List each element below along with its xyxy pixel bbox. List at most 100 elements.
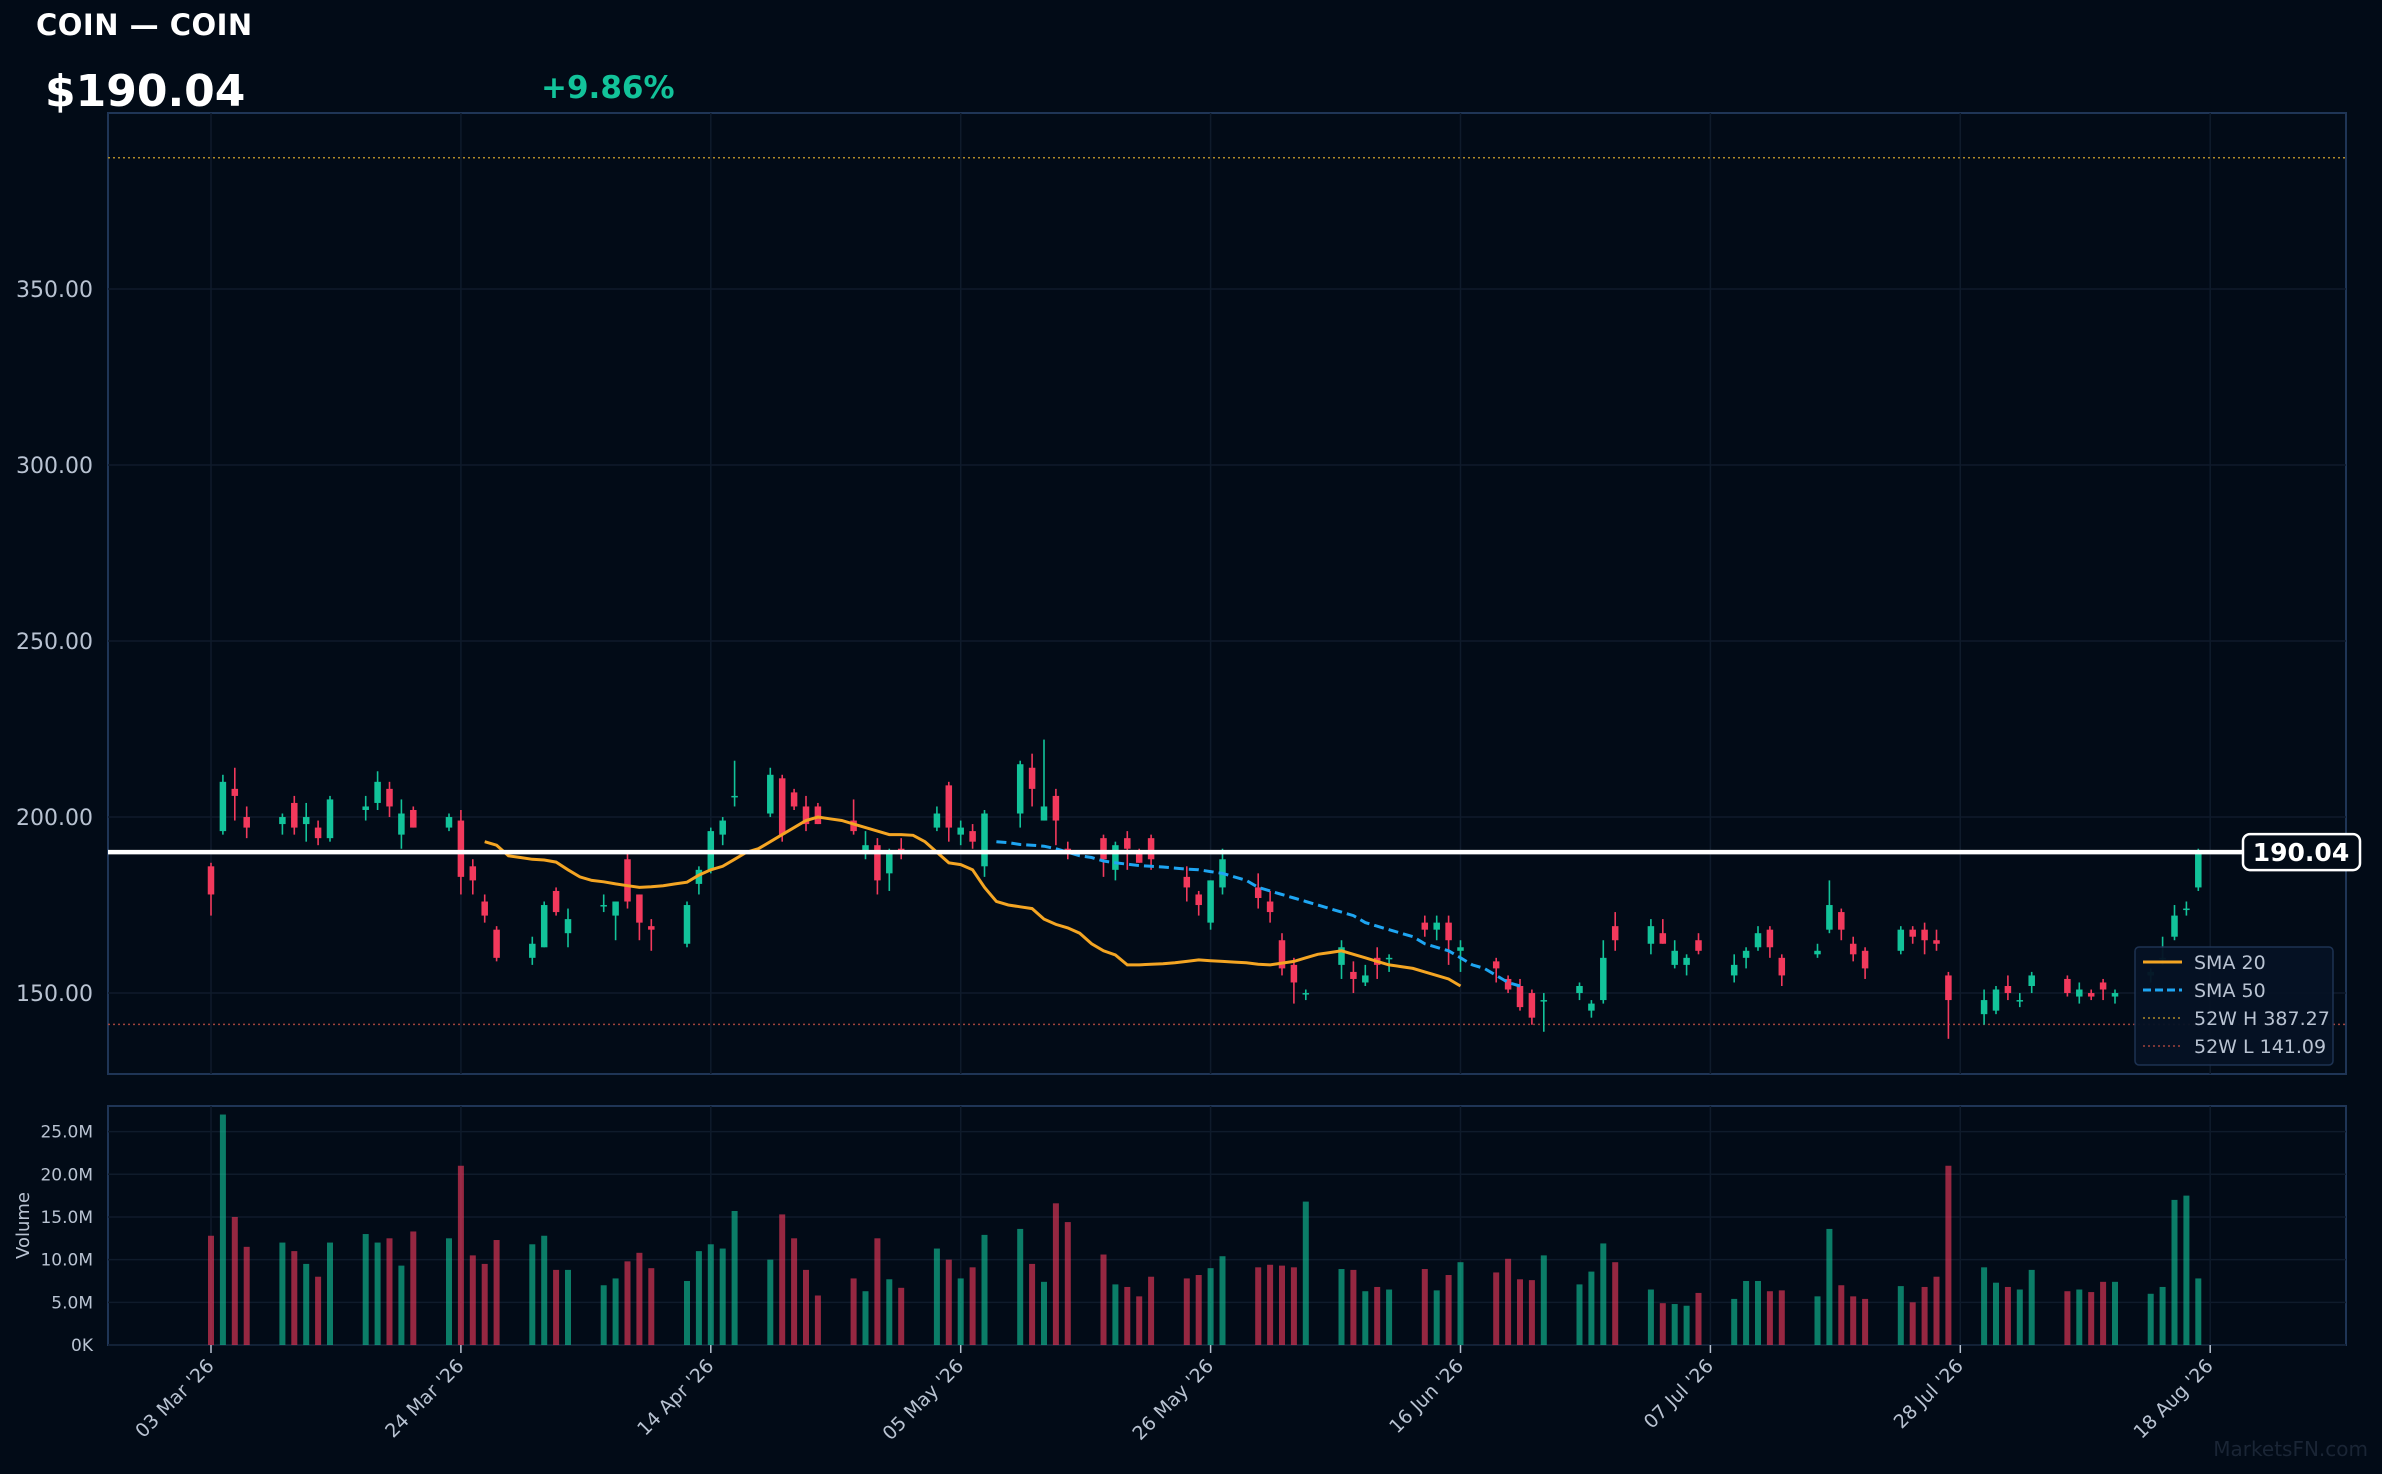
volume-bar bbox=[1445, 1275, 1452, 1345]
candle-body bbox=[933, 813, 941, 828]
candle-body bbox=[1254, 887, 1262, 898]
candle-body bbox=[2016, 1000, 2024, 1002]
candle-body bbox=[326, 799, 334, 839]
volume-bar bbox=[981, 1234, 988, 1345]
candle-body bbox=[1266, 901, 1274, 913]
candle-body bbox=[1742, 950, 1750, 958]
volume-bar bbox=[1362, 1291, 1369, 1345]
volume-bar bbox=[1421, 1269, 1428, 1345]
volume-bar bbox=[933, 1248, 940, 1345]
candle-body bbox=[802, 806, 810, 825]
volume-bar bbox=[695, 1251, 702, 1345]
candle-body bbox=[243, 817, 250, 828]
volume-bar bbox=[2076, 1289, 2083, 1345]
volume-bar bbox=[803, 1269, 809, 1345]
volume-bar bbox=[303, 1263, 310, 1345]
candle-body bbox=[1730, 964, 1738, 976]
volume-bar bbox=[1148, 1276, 1155, 1345]
volume-bar bbox=[410, 1231, 417, 1345]
volume-bar bbox=[1897, 1286, 1904, 1345]
candle-body bbox=[1849, 943, 1857, 955]
candle-body bbox=[1290, 964, 1298, 983]
candle-body bbox=[612, 901, 619, 916]
volume-tick-label: 25.0M bbox=[40, 1123, 93, 1143]
volume-bar bbox=[684, 1280, 690, 1345]
volume-bar bbox=[1576, 1284, 1583, 1345]
candle-body bbox=[529, 943, 536, 958]
price-panel bbox=[107, 112, 2347, 1075]
volume-bar bbox=[600, 1285, 607, 1345]
candle-body bbox=[410, 809, 417, 828]
candle-body bbox=[1362, 975, 1369, 983]
volume-tick-label: 0K bbox=[71, 1336, 94, 1356]
volume-bar bbox=[457, 1165, 464, 1345]
volume-bar bbox=[219, 1114, 226, 1345]
candle-body bbox=[219, 781, 227, 832]
candle-body bbox=[493, 929, 500, 958]
volume-bar bbox=[469, 1255, 476, 1345]
candle-body bbox=[1112, 845, 1119, 870]
x-tick-label: 05 May '26 bbox=[878, 1355, 968, 1445]
volume-bar bbox=[1612, 1262, 1619, 1345]
volume-bar bbox=[2112, 1281, 2118, 1345]
candle-body bbox=[386, 788, 393, 807]
volume-bar bbox=[1136, 1296, 1143, 1345]
candle-body bbox=[874, 845, 881, 881]
candle-body bbox=[1647, 926, 1655, 944]
candle-body bbox=[1385, 957, 1393, 960]
candle-body bbox=[683, 905, 691, 944]
candle-body bbox=[1445, 922, 1452, 941]
candle-body bbox=[957, 827, 964, 835]
candle-body bbox=[2004, 985, 2012, 994]
candle-body bbox=[374, 781, 381, 803]
candle-body bbox=[1778, 957, 1786, 976]
volume-bar bbox=[1505, 1258, 1512, 1345]
legend-item-label: SMA 50 bbox=[2194, 980, 2266, 1002]
legend-item-label: SMA 20 bbox=[2194, 952, 2266, 974]
candle-body bbox=[1838, 912, 1845, 930]
volume-bar bbox=[1826, 1228, 1833, 1345]
volume-bar bbox=[791, 1238, 798, 1345]
price-tick-label: 250.00 bbox=[16, 630, 93, 655]
candle-body bbox=[1766, 929, 1774, 948]
candle-body bbox=[552, 890, 560, 913]
x-tick-label: 16 Jun '26 bbox=[1385, 1355, 1468, 1438]
candle-body bbox=[362, 806, 369, 810]
candle-body bbox=[1909, 929, 1916, 937]
volume-bar bbox=[779, 1214, 786, 1345]
volume-bar bbox=[1683, 1305, 1690, 1345]
candle-body bbox=[1897, 929, 1905, 951]
volume-bar bbox=[719, 1248, 726, 1345]
price-tick-label: 350.00 bbox=[16, 278, 93, 303]
candle-body bbox=[1504, 978, 1512, 990]
volume-bar bbox=[1255, 1267, 1262, 1345]
candle-body bbox=[981, 813, 988, 867]
volume-bar bbox=[291, 1251, 298, 1345]
volume-bar bbox=[243, 1246, 250, 1345]
volume-bar bbox=[1100, 1254, 1107, 1345]
volume-bar bbox=[648, 1268, 655, 1345]
volume-bar bbox=[2004, 1286, 2011, 1345]
volume-bar bbox=[1124, 1286, 1131, 1345]
x-tick-label: 14 Apr '26 bbox=[633, 1355, 718, 1440]
candle-body bbox=[1433, 922, 1440, 930]
candle-body bbox=[564, 919, 572, 934]
candle-body bbox=[2171, 915, 2178, 937]
candle-body bbox=[1933, 940, 1940, 944]
candle-body bbox=[1350, 971, 1357, 979]
volume-bar bbox=[2100, 1281, 2107, 1345]
candle-body bbox=[540, 905, 548, 948]
sma50-line bbox=[996, 840, 1521, 988]
volume-bar bbox=[2171, 1199, 2178, 1345]
candle-body bbox=[2195, 852, 2202, 888]
volume-bar bbox=[1338, 1269, 1345, 1345]
volume-bar bbox=[1374, 1286, 1381, 1345]
candle-body bbox=[1100, 838, 1107, 860]
volume-bar bbox=[1743, 1280, 1750, 1345]
volume-bar bbox=[208, 1235, 214, 1345]
volume-bar bbox=[1041, 1281, 1047, 1345]
x-tick-label: 07 Jul '26 bbox=[1640, 1355, 1718, 1433]
candle-body bbox=[1659, 933, 1667, 944]
candle-body bbox=[778, 778, 786, 835]
